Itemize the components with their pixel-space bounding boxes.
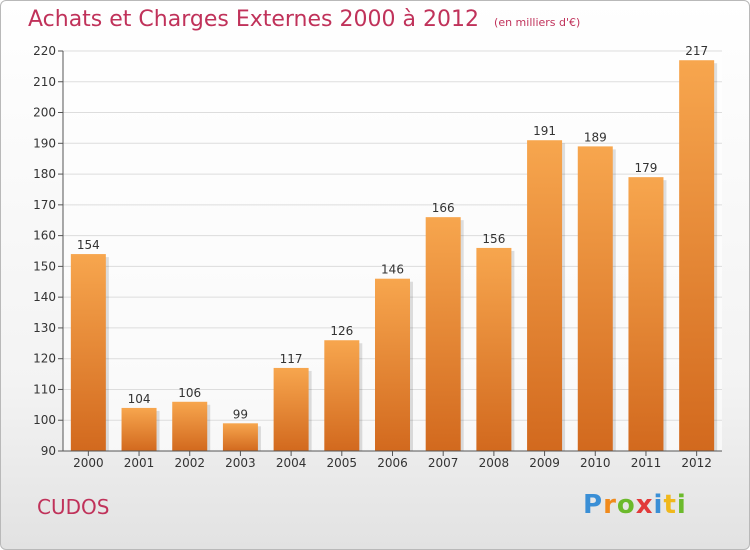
x-tick-label: 2003	[225, 456, 256, 470]
x-tick-label: 2001	[124, 456, 155, 470]
bar	[577, 146, 613, 451]
data-label: 179	[635, 161, 658, 175]
brand-letter: i	[653, 490, 664, 520]
city-label: CUDOS	[37, 495, 110, 519]
data-label: 217	[685, 44, 708, 58]
brand-letter: t	[663, 490, 677, 520]
bar	[628, 177, 664, 451]
x-tick-label: 2005	[327, 456, 358, 470]
bar	[375, 278, 410, 451]
y-tick-label: 210	[33, 75, 56, 89]
x-tick-label: 2000	[73, 456, 104, 470]
bar	[172, 401, 208, 451]
bar	[679, 60, 715, 451]
bar	[425, 217, 461, 451]
bar	[70, 254, 106, 451]
data-label: 191	[533, 124, 556, 138]
bar	[527, 140, 563, 451]
y-tick-label: 110	[33, 382, 56, 396]
data-label: 154	[77, 238, 100, 252]
axis-layer: 90 100 110 120 130 140 150 160 170 180 190 200 210 22…	[33, 44, 722, 470]
x-tick-label: 2006	[377, 456, 408, 470]
y-tick-label: 220	[33, 44, 56, 58]
brand-letter: o	[616, 490, 636, 520]
y-tick-label: 120	[33, 352, 56, 366]
brand-letter: r	[603, 490, 617, 520]
brand-letter: x	[635, 490, 654, 520]
y-tick-label: 170	[33, 198, 56, 212]
x-tick-label: 2011	[631, 456, 662, 470]
chart-subtitle: (en milliers d'€)	[494, 16, 581, 29]
data-label: 104	[128, 392, 151, 406]
data-label: 117	[280, 352, 303, 366]
y-tick-label: 140	[33, 290, 56, 304]
y-tick-label: 180	[33, 167, 56, 181]
x-tick-label: 2009	[529, 456, 560, 470]
chart-title: Achats et Charges Externes 2000 à 2012	[28, 7, 479, 32]
bar	[324, 340, 360, 451]
x-tick-label: 2008	[479, 456, 510, 470]
data-label: 189	[584, 130, 607, 144]
y-tick-label: 90	[41, 444, 56, 458]
brand-letter: i	[676, 490, 687, 520]
data-label: 156	[482, 232, 505, 246]
data-label: 106	[178, 386, 201, 400]
y-tick-label: 190	[33, 136, 56, 150]
x-tick-label: 2004	[276, 456, 307, 470]
x-tick-label: 2012	[681, 456, 712, 470]
bar	[222, 423, 258, 451]
y-tick-label: 130	[33, 321, 56, 335]
data-label: 146	[381, 263, 404, 277]
x-tick-label: 2007	[428, 456, 459, 470]
brand-logo: Proxiti	[583, 490, 687, 520]
bar-layer: 154 104 106 99 117 126 146 166 156 191 189 179 217	[70, 44, 718, 451]
bar	[273, 367, 309, 451]
x-tick-label: 2010	[580, 456, 611, 470]
brand-letter: P	[583, 490, 604, 520]
y-tick-label: 160	[33, 229, 56, 243]
bar	[476, 247, 512, 451]
data-label: 126	[330, 324, 353, 338]
title-row: Achats et Charges Externes 2000 à 2012 (…	[28, 7, 580, 32]
data-label: 99	[233, 407, 248, 421]
y-tick-label: 200	[33, 106, 56, 120]
data-label: 166	[432, 201, 455, 215]
x-tick-label: 2002	[174, 456, 205, 470]
y-tick-label: 150	[33, 259, 56, 273]
y-tick-label: 100	[33, 413, 56, 427]
bar	[121, 407, 157, 451]
